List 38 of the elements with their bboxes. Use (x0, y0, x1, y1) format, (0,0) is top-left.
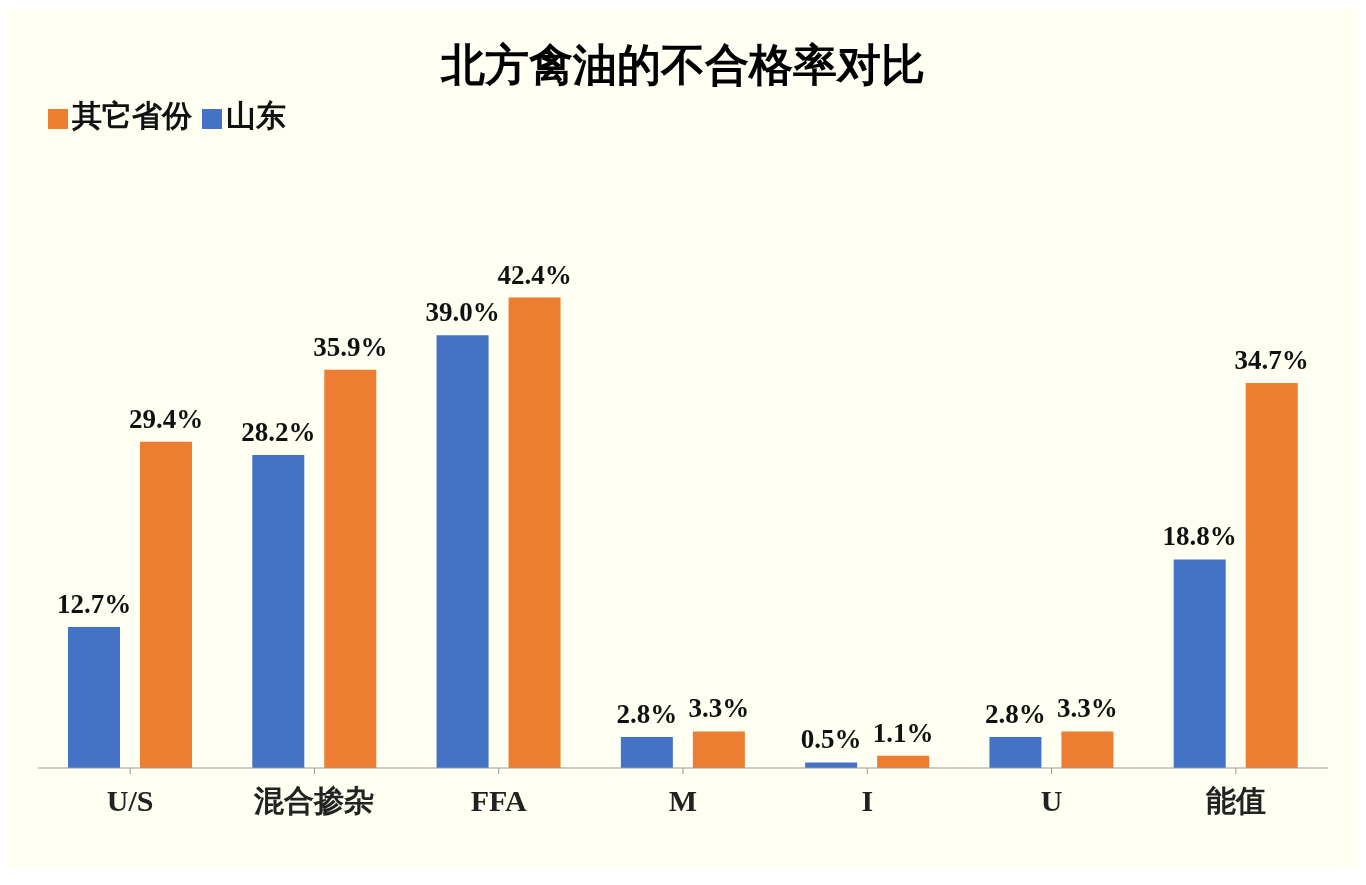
x-tick-label: U (1040, 784, 1063, 818)
bar (436, 335, 489, 768)
data-label: 34.7% (1234, 344, 1309, 375)
data-label: 2.8% (616, 698, 678, 729)
bar (1061, 731, 1114, 768)
data-label: 12.7% (56, 589, 132, 620)
bar (1173, 559, 1226, 768)
x-tick-label: 混合掺杂 (253, 784, 375, 818)
data-label: 28.2% (241, 417, 316, 448)
x-tick-label: I (861, 784, 874, 818)
data-label: 18.8% (1162, 521, 1237, 552)
x-tick-label: M (668, 784, 698, 818)
data-label: 2.8% (985, 698, 1046, 729)
x-tick-label: U/S (106, 784, 154, 818)
bar (252, 455, 305, 768)
legend-label: 其它省份 (72, 99, 192, 132)
bar (877, 755, 930, 768)
data-label: 3.3% (688, 693, 750, 724)
chart-title: 北方禽油的不合格率对比 (439, 40, 926, 92)
bar (68, 627, 120, 768)
bar (324, 369, 377, 768)
bar (140, 441, 192, 768)
data-label: 35.9% (313, 331, 388, 362)
bar (989, 736, 1042, 768)
data-label: 3.3% (1057, 693, 1118, 724)
bar (620, 736, 673, 768)
data-label: 29.4% (128, 403, 204, 434)
bar (692, 731, 745, 768)
data-label: 42.4% (497, 259, 572, 290)
x-tick-label: 能值 (1205, 784, 1266, 818)
data-label: 0.5% (800, 724, 862, 755)
legend-label: 山东 (226, 99, 286, 132)
x-tick-label: FFA (470, 784, 528, 818)
bar (805, 762, 858, 768)
bar (508, 297, 561, 768)
data-label: 39.0% (425, 297, 500, 328)
bar (1245, 382, 1298, 768)
data-label: 1.1% (872, 717, 934, 748)
